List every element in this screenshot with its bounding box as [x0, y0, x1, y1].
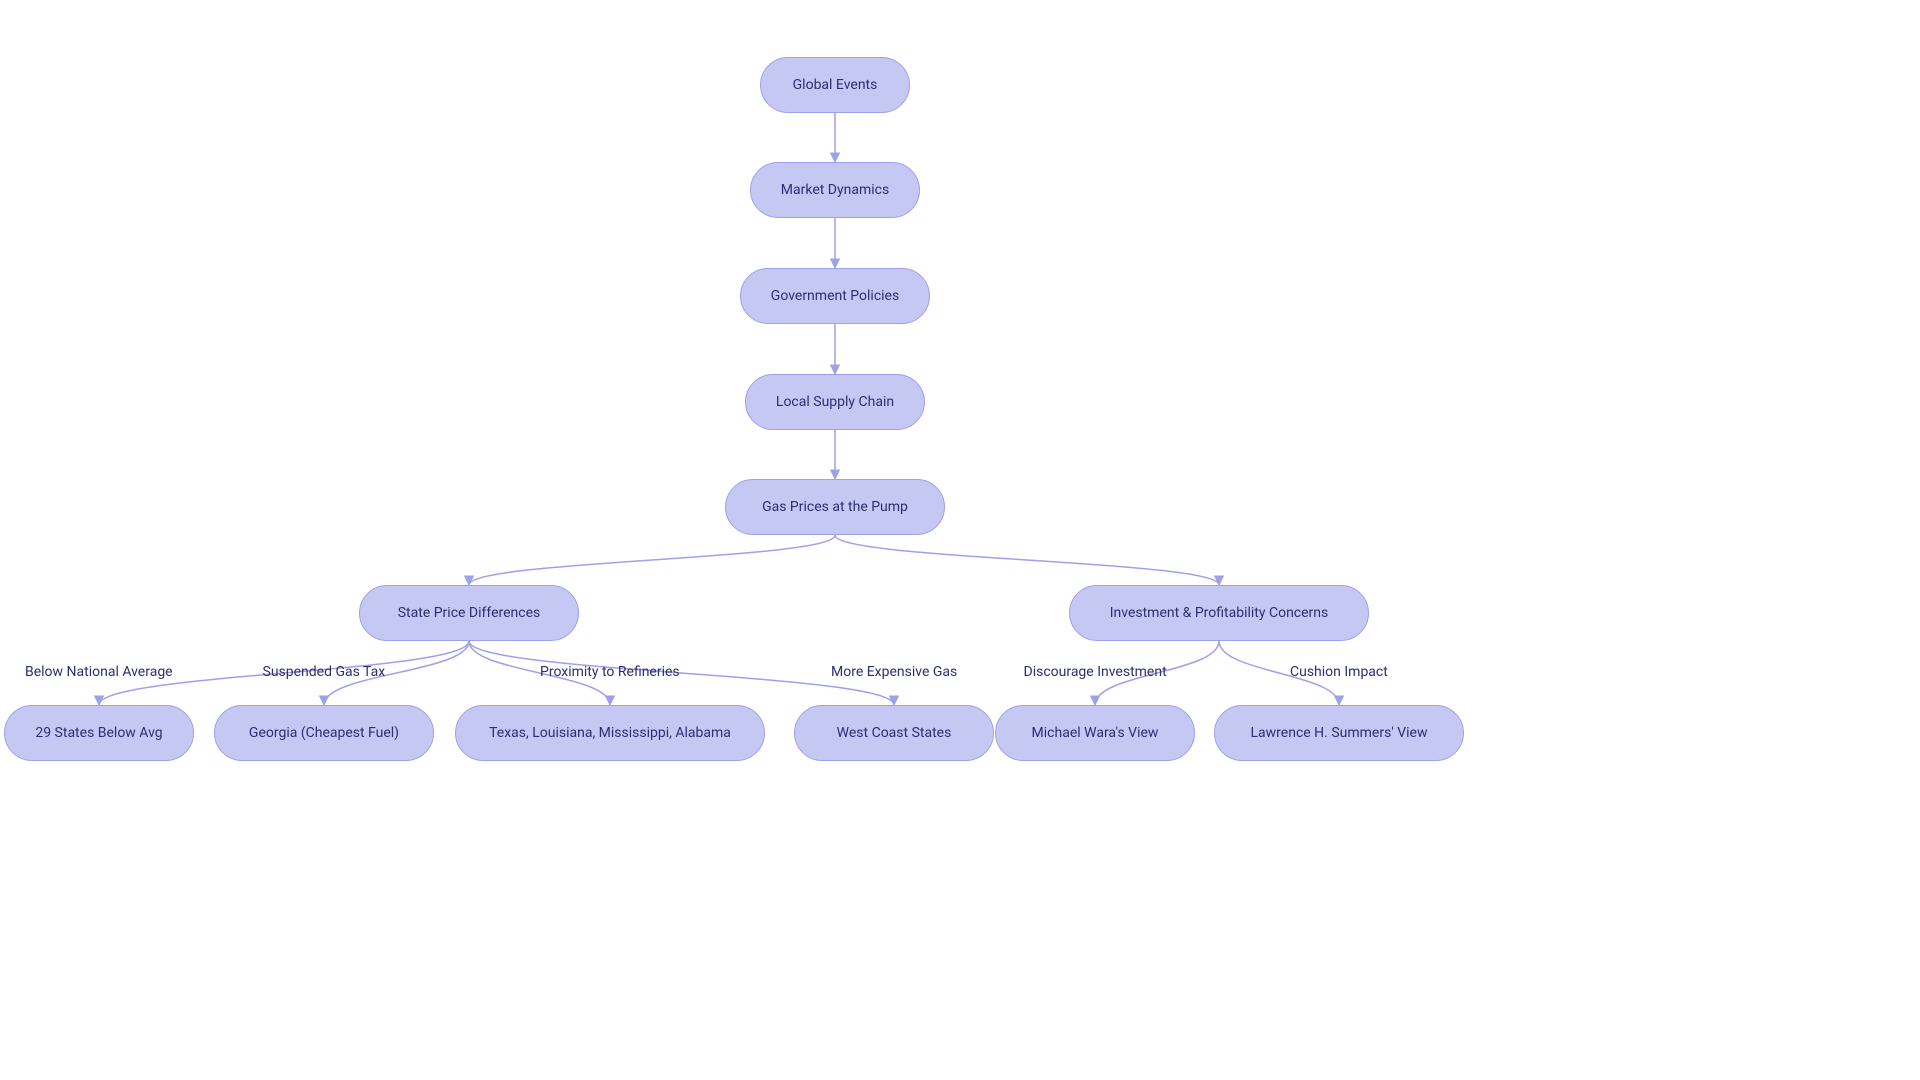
edge-pump-invest [835, 535, 1219, 585]
node-georgia: Georgia (Cheapest Fuel) [214, 705, 434, 761]
edge-label-statediff-gulf: Proximity to Refineries [540, 664, 680, 680]
edge-label-invest-wara: Discourage Investment [1024, 664, 1167, 680]
edge-label-statediff-georgia: Suspended Gas Tax [263, 664, 386, 680]
node-west: West Coast States [794, 705, 994, 761]
node-summers: Lawrence H. Summers' View [1214, 705, 1464, 761]
node-pump: Gas Prices at the Pump [725, 479, 945, 535]
diagram-canvas: Global Events Market Dynamics Government P… [0, 0, 1920, 1080]
node-supply: Local Supply Chain [745, 374, 925, 430]
node-global: Global Events [760, 57, 910, 113]
edge-label-statediff-west: More Expensive Gas [831, 664, 957, 680]
edge-label-statediff-below: Below National Average [25, 664, 173, 680]
edges-layer [0, 0, 1920, 1080]
edge-pump-statediff [469, 535, 835, 585]
edge-label-invest-summers: Cushion Impact [1290, 664, 1388, 680]
node-market: Market Dynamics [750, 162, 920, 218]
node-below: 29 States Below Avg [4, 705, 194, 761]
node-gulf: Texas, Louisiana, Mississippi, Alabama [455, 705, 765, 761]
node-invest: Investment & Profitability Concerns [1069, 585, 1369, 641]
node-wara: Michael Wara's View [995, 705, 1195, 761]
node-gov: Government Policies [740, 268, 930, 324]
node-statediff: State Price Differences [359, 585, 579, 641]
